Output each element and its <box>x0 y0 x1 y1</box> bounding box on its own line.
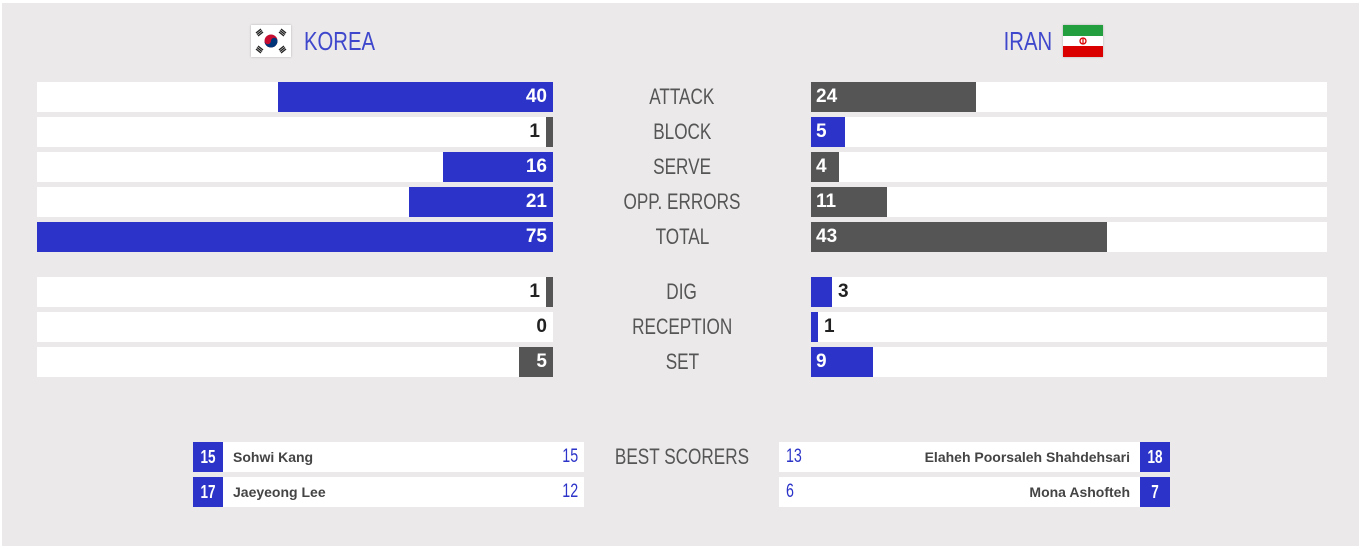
away-stat-value: 4 <box>816 156 827 177</box>
away-stat-value: 5 <box>816 121 827 142</box>
scorer-row-background <box>223 442 584 472</box>
scorer-row-background <box>223 477 584 507</box>
away-stat-value: 24 <box>816 86 838 107</box>
home-stat-track: 1 <box>37 117 553 147</box>
stat-label: SET <box>665 349 699 374</box>
player-name: Jaeyeong Lee <box>233 484 326 500</box>
home-stat-track: 40 <box>37 82 553 112</box>
home-scorer-row: 17 Jaeyeong Lee 12 <box>193 477 584 507</box>
away-stat-value: 43 <box>816 226 838 247</box>
away-stat-value: 9 <box>816 351 827 372</box>
home-stat-bar <box>519 347 553 377</box>
home-team-name: KOREA <box>304 27 395 55</box>
stat-label: TOTAL <box>655 224 709 249</box>
stat-row-dig: 1 DIG 3 <box>0 277 1361 307</box>
home-stat-track: 0 <box>37 312 553 342</box>
home-stat-bar <box>37 222 553 252</box>
away-stat-bar <box>811 152 839 182</box>
home-stat-value: 40 <box>525 86 547 107</box>
home-stat-track: 21 <box>37 187 553 217</box>
away-stat-value: 3 <box>838 281 849 302</box>
away-team-name: IRAN <box>990 26 1053 56</box>
home-stat-bar <box>546 277 553 307</box>
away-stat-track: 24 <box>811 82 1327 112</box>
stat-row-attack: 40 ATTACK 24 <box>0 82 1361 112</box>
away-stat-track: 4 <box>811 152 1327 182</box>
home-stat-value: 21 <box>525 191 547 212</box>
away-stat-bar <box>811 117 845 147</box>
player-points: 6 <box>786 481 794 502</box>
player-name: Sohwi Kang <box>233 449 314 465</box>
home-team-label: KOREA <box>304 26 376 56</box>
away-stat-bar <box>811 277 832 307</box>
home-stat-value: 16 <box>525 156 547 177</box>
home-stat-bar <box>443 152 553 182</box>
player-number-badge: 18 <box>1140 442 1170 472</box>
away-scorer-row: 13 Elaheh Poorsaleh Shahdehsari 18 <box>779 442 1170 472</box>
away-stat-bar <box>811 222 1107 252</box>
home-stat-value: 5 <box>536 351 547 372</box>
away-stat-bar <box>811 187 887 217</box>
away-stat-track: 5 <box>811 117 1327 147</box>
away-stat-bar <box>811 312 818 342</box>
stat-label: BLOCK <box>652 119 712 144</box>
player-number-badge: 7 <box>1140 477 1170 507</box>
scorer-row-background <box>779 477 1140 507</box>
stat-label: ATTACK <box>649 84 715 109</box>
player-number-badge: 15 <box>193 442 223 472</box>
home-stat-value: 1 <box>529 121 540 142</box>
home-stat-value: 0 <box>536 316 547 337</box>
away-stat-track: 9 <box>811 347 1327 377</box>
player-points: 12 <box>562 481 578 502</box>
away-team-label: IRAN <box>1003 26 1053 56</box>
stat-label: SERVE <box>653 154 711 179</box>
away-stat-bar <box>811 347 873 377</box>
home-scorer-row: 15 Sohwi Kang 15 <box>193 442 584 472</box>
away-scorer-row: 6 Mona Ashofteh 7 <box>779 477 1170 507</box>
stat-label: OPP. ERRORS <box>623 189 741 214</box>
best-scorers-label: BEST SCORERS <box>614 444 749 469</box>
player-name: Mona Ashofteh <box>1029 484 1130 500</box>
player-name: Elaheh Poorsaleh Shahdehsari <box>924 449 1130 465</box>
korea-flag-icon <box>251 25 291 57</box>
stat-row-serve: 16 SERVE 4 <box>0 152 1361 182</box>
player-number-badge: 17 <box>193 477 223 507</box>
home-stat-bar <box>278 82 553 112</box>
home-stat-track: 75 <box>37 222 553 252</box>
home-stat-value: 1 <box>529 281 540 302</box>
home-stat-bar <box>546 117 553 147</box>
away-stat-value: 11 <box>816 191 837 212</box>
away-stat-track: 11 <box>811 187 1327 217</box>
home-stat-value: 75 <box>525 226 547 247</box>
home-stat-track: 5 <box>37 347 553 377</box>
scorer-row-background <box>779 442 1140 472</box>
home-stat-bar <box>409 187 553 217</box>
away-stat-track: 1 <box>811 312 1327 342</box>
stat-row-reception: 0 RECEPTION 1 <box>0 312 1361 342</box>
away-stat-bar <box>811 82 976 112</box>
away-stat-track: 3 <box>811 277 1327 307</box>
home-stat-track: 16 <box>37 152 553 182</box>
home-stat-track: 1 <box>37 277 553 307</box>
stat-row-block: 1 BLOCK 5 <box>0 117 1361 147</box>
stat-label: RECEPTION <box>631 314 733 339</box>
away-stat-value: 1 <box>824 316 835 337</box>
player-points: 13 <box>786 446 802 467</box>
stat-row-set: 5 SET 9 <box>0 347 1361 377</box>
player-points: 15 <box>562 446 578 467</box>
iran-flag-icon <box>1063 25 1103 57</box>
stat-label: DIG <box>666 279 698 304</box>
away-stat-track: 43 <box>811 222 1327 252</box>
stat-row-opp-errors: 21 OPP. ERRORS 11 <box>0 187 1361 217</box>
stat-row-total: 75 TOTAL 43 <box>0 222 1361 252</box>
